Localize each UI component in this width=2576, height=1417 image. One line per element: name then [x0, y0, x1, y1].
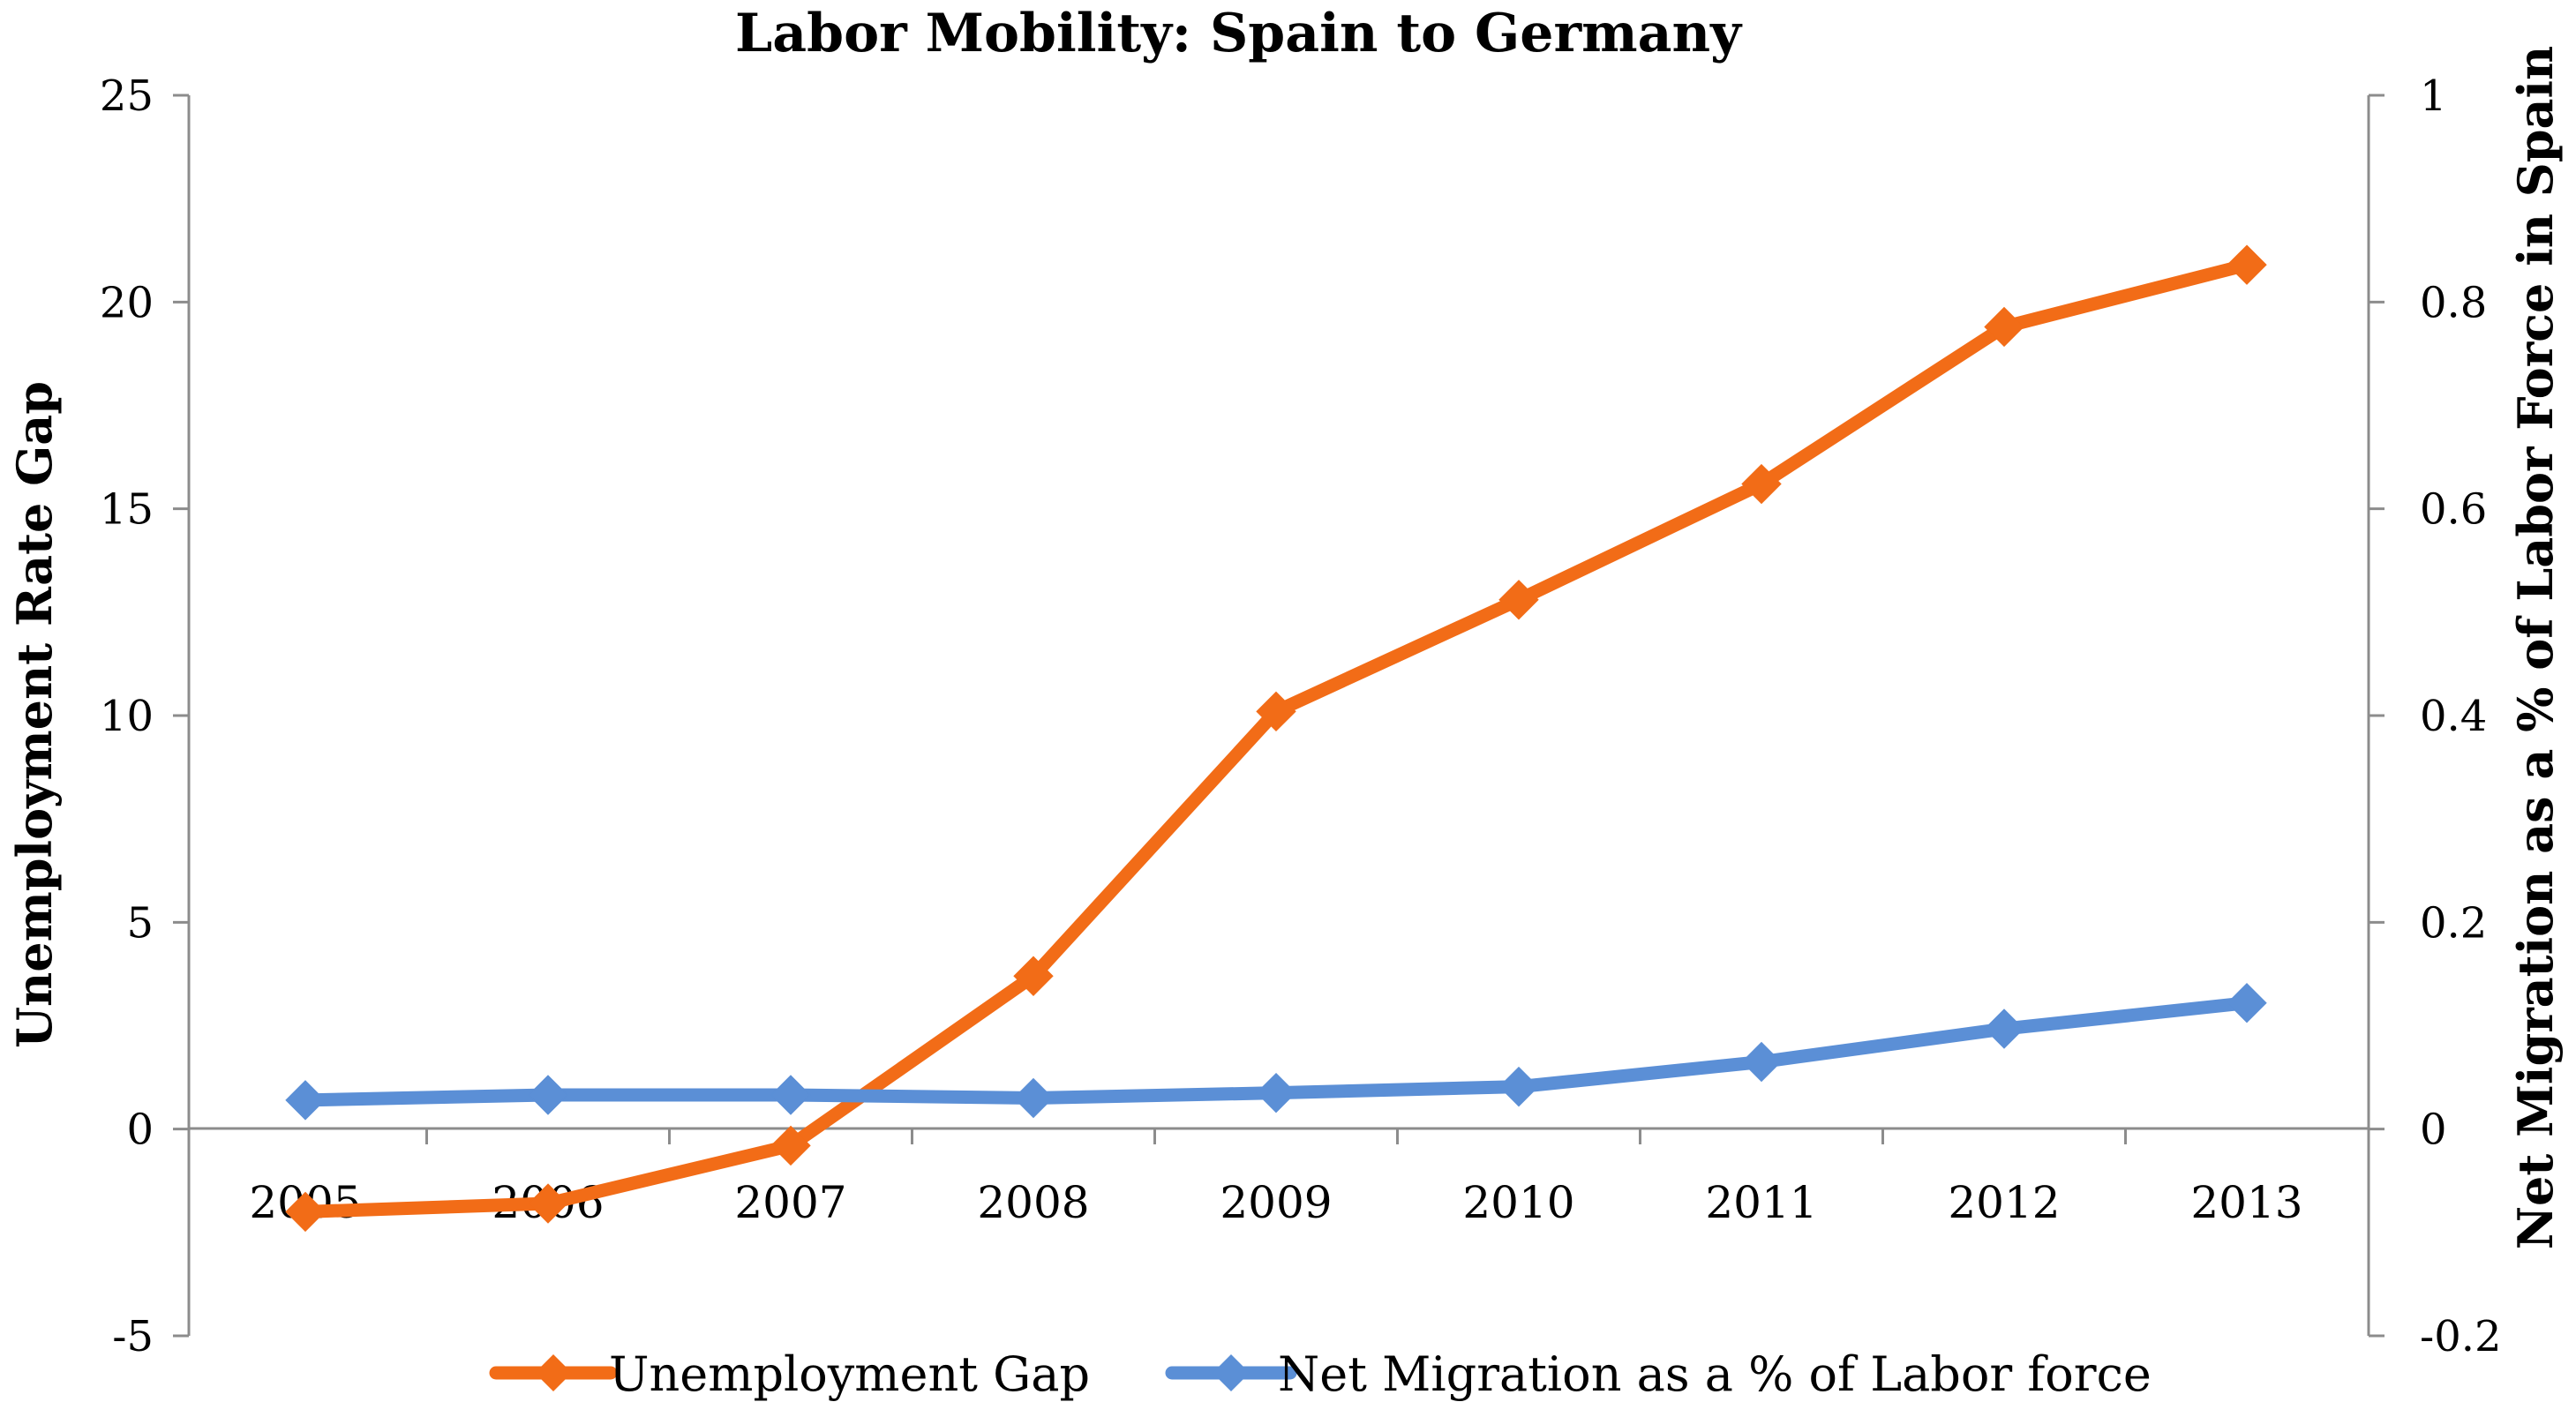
legend-label: Net Migration as a % of Labor force	[1278, 1346, 2152, 1402]
x-tick-label: 2011	[1705, 1177, 1817, 1228]
left-y-tick-label: 5	[126, 898, 154, 948]
data-point-marker	[1013, 956, 1054, 996]
data-point-marker	[285, 1080, 326, 1121]
axis-labels: Labor Mobility: Spain to Germany Unemplo…	[6, 3, 2564, 1249]
data-point-marker	[528, 1183, 568, 1224]
right-y-tick-label: -0.2	[2420, 1312, 2502, 1361]
right-y-tick-label: 0.6	[2420, 485, 2487, 535]
right-y-tick-label: 0.4	[2420, 692, 2487, 741]
x-tick-label: 2008	[977, 1177, 1089, 1228]
left-y-tick-label: 0	[126, 1106, 154, 1155]
data-point-marker	[285, 1191, 326, 1233]
right-y-axis-label: Net Migration as a % of Labor Force in S…	[2507, 46, 2564, 1250]
tick-group: 2520151050-510.80.60.40.20-0.22005200620…	[100, 71, 2502, 1361]
legend-label: Unemployment Gap	[609, 1346, 1090, 1402]
x-tick-label: 2007	[734, 1177, 846, 1228]
chart-title: Labor Mobility: Spain to Germany	[735, 3, 1743, 64]
right-y-tick-label: 0	[2420, 1106, 2447, 1155]
legend-marker	[1213, 1354, 1250, 1391]
data-point-marker	[1984, 1008, 2024, 1049]
x-tick-label: 2010	[1462, 1177, 1574, 1228]
data-point-marker	[1741, 463, 1782, 505]
data-point-marker	[1013, 1077, 1054, 1119]
right-y-tick-label: 1	[2420, 71, 2447, 121]
left-y-tick-label: -5	[112, 1312, 154, 1361]
series-unemployment-gap	[285, 244, 2267, 1233]
x-tick-label: 2012	[1948, 1177, 2060, 1228]
data-point-marker	[1984, 306, 2024, 348]
legend: Unemployment Gap Net Migration as a % of …	[489, 1346, 2152, 1402]
data-point-marker	[770, 1125, 811, 1166]
data-point-marker	[528, 1075, 568, 1115]
data-point-marker	[2227, 244, 2267, 285]
data-point-marker	[1256, 691, 1296, 732]
data-point-marker	[1498, 580, 1539, 620]
series-group	[285, 244, 2267, 1233]
left-y-axis-label: Unemployment Rate Gap	[6, 381, 63, 1048]
data-point-marker	[2227, 983, 2267, 1023]
data-point-marker	[1498, 1066, 1539, 1107]
x-tick-label: 2009	[1220, 1177, 1332, 1228]
left-y-tick-label: 25	[100, 71, 154, 121]
right-y-tick-label: 0.8	[2420, 278, 2487, 327]
left-y-tick-label: 15	[100, 485, 154, 535]
data-point-marker	[770, 1075, 811, 1115]
legend-marker	[535, 1354, 572, 1391]
right-y-tick-label: 0.2	[2420, 898, 2487, 948]
left-y-tick-label: 20	[100, 278, 154, 327]
legend-item: Unemployment Gap	[489, 1346, 1090, 1402]
x-tick-label: 2013	[2190, 1177, 2302, 1228]
left-y-tick-label: 10	[100, 692, 154, 741]
data-point-marker	[1256, 1072, 1296, 1113]
data-point-marker	[1741, 1041, 1782, 1083]
series-net-migration-as-a-of-labor-force	[285, 983, 2267, 1121]
legend-item: Net Migration as a % of Labor force	[1165, 1346, 2152, 1402]
series-line	[298, 258, 2254, 1218]
